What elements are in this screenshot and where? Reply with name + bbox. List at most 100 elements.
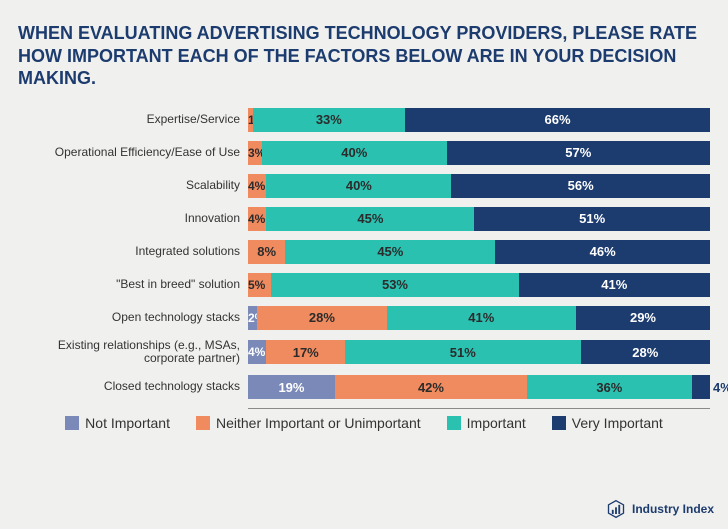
- bar-segment: 5%: [248, 273, 271, 297]
- bar: 5% 53% 41%: [248, 273, 710, 297]
- segment-value: 29%: [630, 310, 656, 325]
- legend-swatch: [447, 416, 461, 430]
- bar-segment: 46%: [495, 240, 710, 264]
- row-label: Existing relationships (e.g., MSAs, corp…: [18, 339, 248, 367]
- segment-value: 28%: [632, 345, 658, 360]
- bar-segment: 45%: [285, 240, 495, 264]
- bar-segment: 8%: [248, 240, 285, 264]
- bar-segment: 4%: [248, 174, 266, 198]
- chart-title: WHEN EVALUATING ADVERTISING TECHNOLOGY P…: [18, 22, 710, 90]
- bar-segment: 28%: [257, 306, 386, 330]
- bar: 4% 45% 51%: [248, 207, 710, 231]
- bar-segment: 56%: [451, 174, 710, 198]
- legend-label: Not Important: [85, 415, 170, 431]
- segment-value: 56%: [568, 178, 594, 193]
- bar-segment: 33%: [253, 108, 405, 132]
- segment-value: 41%: [601, 277, 627, 292]
- chart-row: Closed technology stacks 19% 42% 36% 4%: [18, 375, 710, 399]
- segment-value: 57%: [565, 145, 591, 160]
- chart: Expertise/Service1%33%66%Operational Eff…: [18, 108, 710, 432]
- legend-label: Very Important: [572, 415, 663, 431]
- bar-segment: 51%: [474, 207, 710, 231]
- bar-segment: 28%: [581, 340, 710, 364]
- segment-value: 45%: [357, 211, 383, 226]
- chart-row: Expertise/Service1%33%66%: [18, 108, 710, 132]
- row-label: Operational Efficiency/Ease of Use: [18, 146, 248, 160]
- bar-segment: 4%: [692, 375, 710, 399]
- legend-swatch: [65, 416, 79, 430]
- segment-value: 46%: [590, 244, 616, 259]
- bar-segment: 36%: [527, 375, 692, 399]
- brand-label: Industry Index: [632, 502, 714, 516]
- bar-segment: 41%: [387, 306, 576, 330]
- bar: 1%33%66%: [248, 108, 710, 132]
- segment-value: 42%: [418, 380, 444, 395]
- segment-value: 66%: [545, 112, 571, 127]
- brand-hex-icon: [606, 499, 626, 519]
- legend-item: Very Important: [552, 415, 663, 431]
- chart-row: Operational Efficiency/Ease of Use3%40%5…: [18, 141, 710, 165]
- row-label: Expertise/Service: [18, 113, 248, 127]
- row-label: "Best in breed" solution: [18, 278, 248, 292]
- bar-segment: 57%: [447, 141, 710, 165]
- chart-rows: Expertise/Service1%33%66%Operational Eff…: [18, 108, 710, 400]
- chart-row: Scalability4% 40% 56%: [18, 174, 710, 198]
- segment-value: 4%: [710, 380, 728, 395]
- bar-segment: 29%: [576, 306, 710, 330]
- segment-value: 51%: [579, 211, 605, 226]
- bar-segment: 4%: [248, 340, 266, 364]
- bar-segment: 66%: [405, 108, 710, 132]
- legend-swatch: [196, 416, 210, 430]
- segment-value: 4%: [248, 179, 265, 193]
- bar-segment: 17%: [266, 340, 345, 364]
- bar: 4% 40% 56%: [248, 174, 710, 198]
- segment-value: 40%: [346, 178, 372, 193]
- segment-value: 51%: [450, 345, 476, 360]
- chart-row: Integrated solutions 8% 45% 46%: [18, 240, 710, 264]
- segment-value: 40%: [341, 145, 367, 160]
- legend: Not Important Neither Important or Unimpo…: [18, 415, 710, 431]
- legend-swatch: [552, 416, 566, 430]
- segment-value: 28%: [309, 310, 335, 325]
- bar-segment: 42%: [335, 375, 527, 399]
- segment-value: 45%: [377, 244, 403, 259]
- x-axis-baseline: [248, 408, 710, 409]
- bar: 4% 17% 51% 28%: [248, 340, 710, 364]
- segment-value: 19%: [278, 380, 304, 395]
- segment-value: 17%: [293, 345, 319, 360]
- page: WHEN EVALUATING ADVERTISING TECHNOLOGY P…: [0, 0, 728, 529]
- segment-value: 33%: [316, 112, 342, 127]
- bar-segment: 45%: [266, 207, 474, 231]
- bar: 2% 28% 41% 29%: [248, 306, 710, 330]
- legend-item: Neither Important or Unimportant: [196, 415, 421, 431]
- bar-segment: 2%: [248, 306, 257, 330]
- brand-badge: Industry Index: [606, 499, 714, 519]
- row-label: Innovation: [18, 212, 248, 226]
- segment-value: 36%: [596, 380, 622, 395]
- bar-segment: 53%: [271, 273, 518, 297]
- segment-value: 5%: [248, 278, 265, 292]
- bar: 8% 45% 46%: [248, 240, 710, 264]
- legend-label: Neither Important or Unimportant: [216, 415, 421, 431]
- row-label: Scalability: [18, 179, 248, 193]
- chart-row: "Best in breed" solution5% 53% 41%: [18, 273, 710, 297]
- legend-item: Not Important: [65, 415, 170, 431]
- segment-value: 8%: [257, 244, 276, 259]
- segment-value: 41%: [468, 310, 494, 325]
- bar-segment: 40%: [262, 141, 447, 165]
- bar-segment: 40%: [266, 174, 451, 198]
- row-label: Closed technology stacks: [18, 380, 248, 394]
- chart-row: Open technology stacks2% 28% 41% 29%: [18, 306, 710, 330]
- segment-value: 4%: [248, 212, 265, 226]
- bar-segment: 4%: [248, 207, 266, 231]
- bar-segment: 41%: [519, 273, 710, 297]
- legend-label: Important: [467, 415, 526, 431]
- bar: 3%40%57%: [248, 141, 710, 165]
- bar: 19% 42% 36% 4%: [248, 375, 710, 399]
- bar-segment: 19%: [248, 375, 335, 399]
- row-label: Open technology stacks: [18, 311, 248, 325]
- chart-row: Existing relationships (e.g., MSAs, corp…: [18, 339, 710, 367]
- segment-value: 53%: [382, 277, 408, 292]
- segment-value: 4%: [248, 345, 265, 359]
- row-label: Integrated solutions: [18, 245, 248, 259]
